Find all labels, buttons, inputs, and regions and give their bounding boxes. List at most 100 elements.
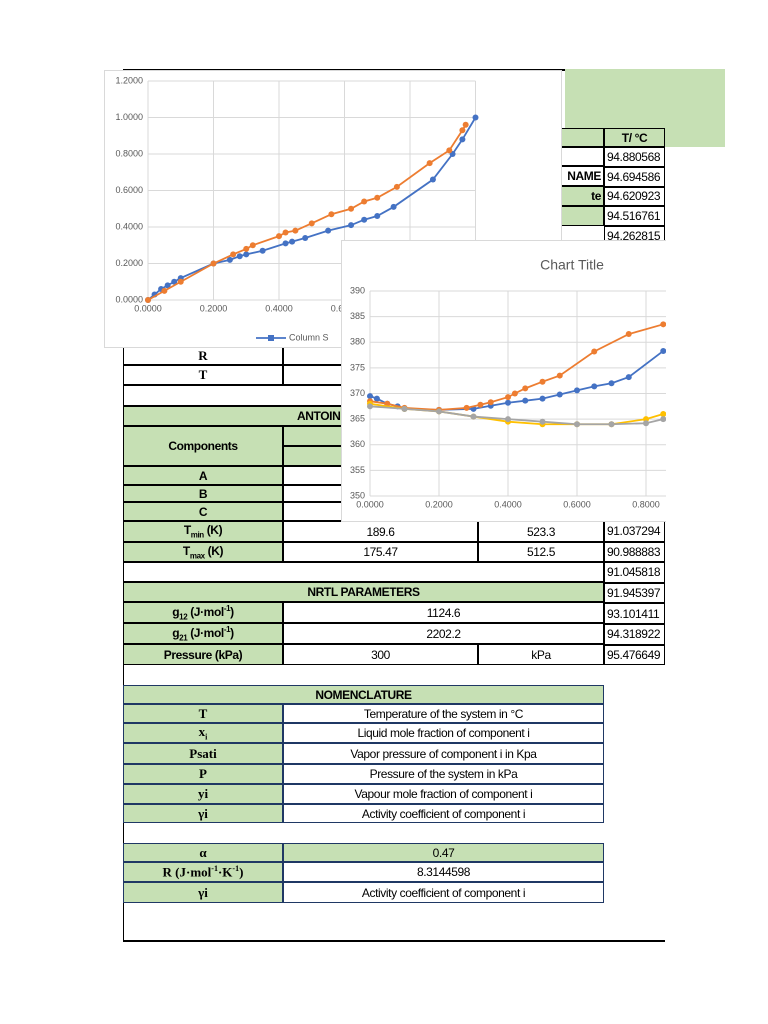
cell-text: 91.037294 bbox=[607, 524, 661, 539]
text-segment: -1 bbox=[223, 624, 231, 634]
text-segment: (K) bbox=[203, 523, 223, 538]
text-segment: (J·mol bbox=[187, 604, 224, 619]
y-tick-label: 380 bbox=[350, 337, 365, 347]
data-point bbox=[401, 405, 408, 412]
text-segment: ·K bbox=[217, 864, 233, 880]
chart: 350 355 360 365 370 375 380 385 390 0.0000 0.2000 0… bbox=[341, 240, 666, 522]
data-point bbox=[436, 408, 442, 415]
cell-text: Vapour mole fraction of component i bbox=[354, 787, 533, 801]
cell-text: te bbox=[591, 189, 601, 203]
cell-text: B bbox=[199, 487, 208, 501]
cell: xi bbox=[123, 723, 283, 743]
data-point bbox=[367, 403, 373, 410]
x-tick-label: 0.4000 bbox=[265, 303, 293, 313]
cell-text: Activity coefficient of component i bbox=[361, 885, 526, 900]
data-point bbox=[446, 147, 453, 154]
text-segment: ) bbox=[230, 625, 234, 640]
cell-text: 512.5 bbox=[526, 545, 556, 559]
cell-text: 94.694586 bbox=[607, 169, 661, 184]
cell: Psati bbox=[123, 743, 283, 764]
text-segment: (J·mol bbox=[187, 625, 224, 640]
cell: γi bbox=[123, 804, 283, 823]
data-point bbox=[361, 198, 368, 205]
data-point bbox=[574, 421, 580, 428]
data-point bbox=[660, 411, 666, 417]
data-point bbox=[505, 416, 511, 423]
data-point bbox=[556, 372, 563, 379]
cell-text: 1124.6 bbox=[426, 605, 461, 620]
data-point bbox=[477, 401, 484, 408]
y-tick-label: 0.6000 bbox=[115, 185, 143, 195]
data-point bbox=[177, 278, 184, 285]
cell-text: NOMENCLATURE bbox=[315, 687, 412, 702]
x-tick-label: 0.2000 bbox=[200, 303, 228, 313]
cell-text: Temperature of the system in °C bbox=[363, 706, 524, 721]
data-point bbox=[276, 233, 282, 240]
data-point bbox=[282, 240, 289, 247]
cell-text: γi bbox=[198, 806, 208, 822]
data-point bbox=[591, 383, 598, 390]
cell-text: P bbox=[199, 766, 207, 782]
data-point bbox=[505, 399, 511, 406]
cell: C bbox=[123, 502, 283, 521]
cell: 300 bbox=[283, 644, 478, 665]
cell: 523.3 bbox=[478, 521, 604, 542]
cell: g21 (J·mol-1) bbox=[123, 623, 283, 644]
series-line bbox=[147, 124, 467, 301]
data-point bbox=[643, 416, 649, 423]
cell: 91.045818 bbox=[604, 562, 665, 583]
data-point bbox=[426, 160, 433, 167]
cell-text: 94.318922 bbox=[607, 627, 661, 642]
text-segment: A bbox=[198, 468, 208, 483]
text-segment: ) bbox=[230, 604, 234, 619]
cell: T/ °C bbox=[604, 128, 665, 147]
cell: Tmin (K) bbox=[123, 521, 283, 542]
data-point bbox=[243, 245, 250, 252]
data-point bbox=[328, 211, 335, 218]
y-tick-label: 370 bbox=[350, 388, 365, 398]
x-tick-label: 0.0000 bbox=[134, 303, 162, 313]
cell: 512.5 bbox=[478, 542, 604, 562]
cell bbox=[123, 562, 604, 582]
text-segment: 21 bbox=[179, 633, 188, 643]
text-segment: -1 bbox=[232, 863, 240, 873]
y-tick-label: 360 bbox=[350, 439, 365, 449]
cell-text: 94.516761 bbox=[607, 209, 661, 224]
chart-title: Chart Title bbox=[540, 257, 604, 273]
cell-text: 94.262815 bbox=[607, 229, 661, 244]
data-point bbox=[374, 194, 381, 201]
cell-text: kPa bbox=[531, 647, 551, 662]
border-line bbox=[123, 940, 665, 942]
cell-text: NAME bbox=[567, 169, 601, 183]
cell-text: 95.476649 bbox=[607, 647, 661, 662]
cell: B bbox=[123, 485, 283, 502]
cell-text: T/ °C bbox=[621, 130, 648, 145]
cell: T bbox=[123, 365, 283, 385]
data-point bbox=[472, 114, 479, 121]
x-tick-label: 0.6000 bbox=[563, 499, 591, 509]
cell: R bbox=[123, 346, 283, 365]
data-point bbox=[302, 234, 309, 241]
cell-text: NRTL PARAMETERS bbox=[307, 585, 420, 599]
cell: α bbox=[123, 843, 283, 862]
data-point bbox=[660, 321, 666, 328]
series-line bbox=[369, 405, 664, 426]
data-point bbox=[643, 420, 649, 427]
cell: Pressure of the system in kPa bbox=[283, 764, 604, 784]
data-point bbox=[539, 378, 546, 385]
x-tick-label: 0.8000 bbox=[632, 499, 660, 509]
cell-text: 0.47 bbox=[432, 845, 455, 860]
data-point bbox=[230, 251, 237, 258]
data-point bbox=[522, 385, 529, 392]
data-point bbox=[367, 393, 373, 400]
data-point bbox=[171, 278, 178, 285]
cell: 91.037294 bbox=[604, 521, 665, 542]
data-point bbox=[210, 260, 217, 267]
data-point bbox=[289, 238, 296, 245]
data-point bbox=[625, 331, 632, 338]
cell: Vapor pressure of component i in Kpa bbox=[283, 743, 604, 764]
data-point bbox=[556, 391, 563, 398]
cell: yi bbox=[123, 784, 283, 804]
text-segment: ) bbox=[239, 864, 244, 880]
cell-text: T bbox=[198, 367, 208, 382]
